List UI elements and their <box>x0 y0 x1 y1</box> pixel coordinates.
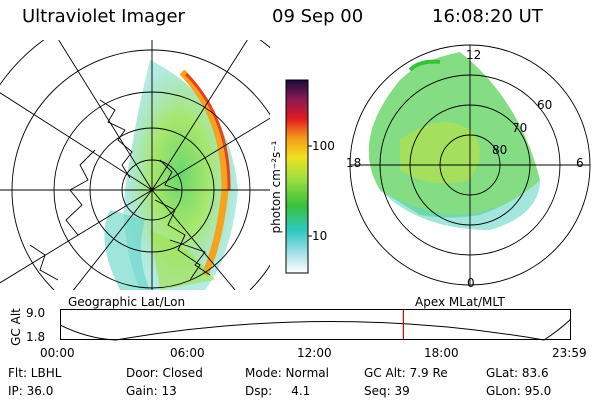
mlt-label-18: 18 <box>346 156 362 170</box>
apex-grid <box>349 44 591 286</box>
altitude-plot <box>60 309 572 341</box>
geographic-grid <box>0 40 270 290</box>
colorbar-unit-label: photon cm⁻²s⁻¹ <box>269 140 283 234</box>
filter-info: Flt: LBHL <box>8 366 62 380</box>
apex-polar-plot <box>349 44 591 286</box>
date-label: 09 Sep 00 <box>272 6 364 27</box>
mlt-label-12: 12 <box>466 48 482 62</box>
mlat-label-60: 60 <box>537 98 553 112</box>
gain-info: Gain: 13 <box>126 384 177 398</box>
mlt-label-6: 6 <box>576 156 584 170</box>
time-label: 16:08:20 UT <box>432 6 543 27</box>
door-info: Door: Closed <box>126 366 203 380</box>
glat-info: GLat: 83.6 <box>486 366 549 380</box>
apex-panel-label: Apex MLat/MLT <box>415 295 505 309</box>
x-tick-1200: 12:00 <box>297 346 332 360</box>
seq-info: Seq: 39 <box>364 384 410 398</box>
mlat-label-80: 80 <box>492 143 508 157</box>
ip-info: IP: 36.0 <box>8 384 54 398</box>
dsp-info: Dsp: 4.1 <box>245 384 311 398</box>
glon-info: GLon: 95.0 <box>486 384 552 398</box>
gc-alt-info: GC Alt: 7.9 Re <box>364 366 448 380</box>
x-tick-1800: 18:00 <box>424 346 459 360</box>
instrument-title: Ultraviolet Imager <box>22 6 185 27</box>
mode-info: Mode: Normal <box>245 366 329 380</box>
x-tick-0600: 06:00 <box>170 346 205 360</box>
colorbar-tick-10: 10 <box>312 229 328 243</box>
colorbar-tick-100: 100 <box>312 139 335 153</box>
gc-alt-tick-high: 9.0 <box>26 306 46 320</box>
gc-alt-tick-low: 1.8 <box>26 330 46 344</box>
altitude-curve <box>60 318 572 341</box>
mlat-label-70: 70 <box>512 121 528 135</box>
geographic-image-panel <box>0 40 270 290</box>
x-tick-0000: 00:00 <box>40 346 75 360</box>
gc-alt-axis-label: GC Alt <box>9 308 23 346</box>
x-tick-2359: 23:59 <box>552 346 587 360</box>
mlt-label-0: 0 <box>467 276 475 290</box>
colorbar-gradient <box>285 79 309 274</box>
colorbar <box>285 79 312 274</box>
geographic-panel-label: Geographic Lat/Lon <box>68 295 186 309</box>
